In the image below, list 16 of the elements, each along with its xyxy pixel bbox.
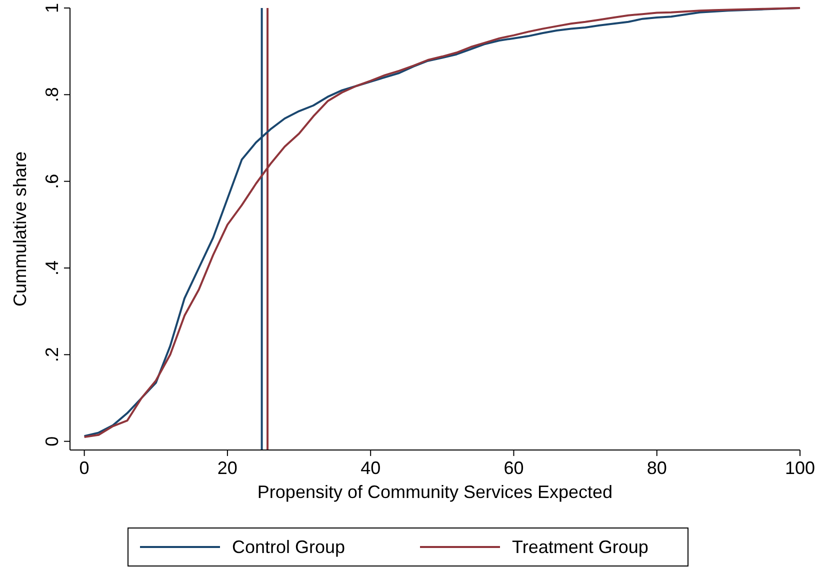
y-tick-label: .4 [42,260,62,276]
y-tick-label: .8 [42,87,62,102]
legend-label: Treatment Group [512,537,648,557]
x-axis-title: Propensity of Community Services Expected [257,482,613,502]
x-tick-label: 80 [646,458,667,478]
y-tick-label: 0 [42,436,62,446]
x-tick-label: 100 [784,458,816,478]
y-tick-label: .2 [42,347,62,362]
x-tick-label: 20 [217,458,238,478]
x-tick-label: 40 [360,458,381,478]
y-tick-label: .6 [42,174,62,189]
x-tick-label: 0 [79,458,90,478]
legend-label: Control Group [232,537,346,557]
y-tick-label: 1 [42,2,62,14]
y-axis-title: Cummulative share [10,151,30,307]
x-tick-label: 60 [504,458,524,478]
